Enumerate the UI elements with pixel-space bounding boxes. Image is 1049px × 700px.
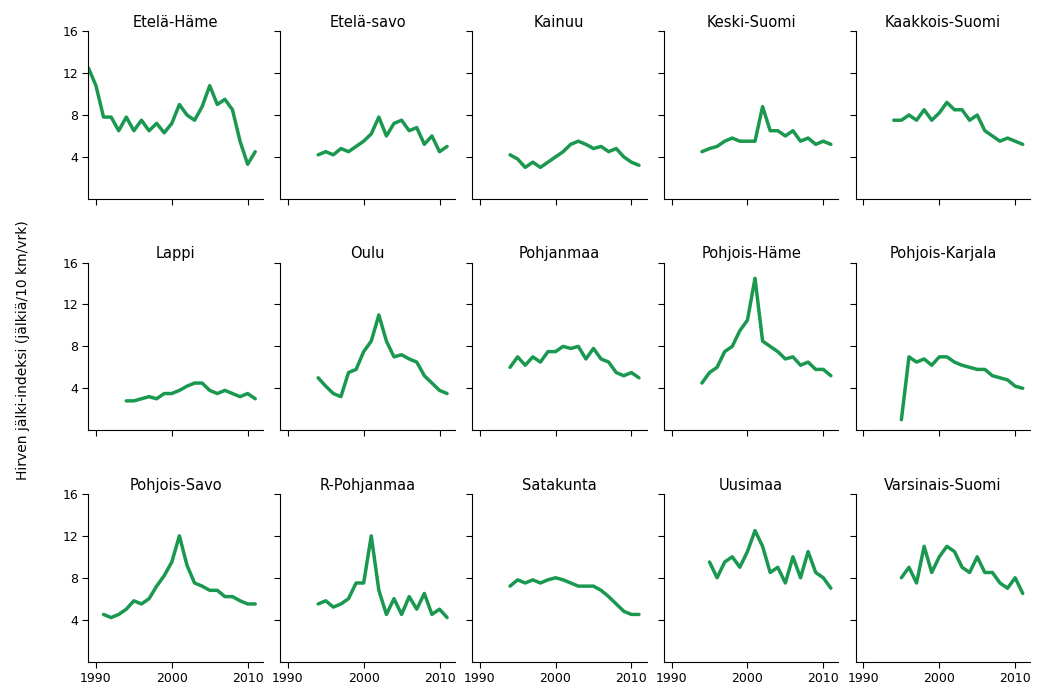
Title: Pohjois-Häme: Pohjois-Häme [702,246,801,261]
Title: Kaakkois-Suomi: Kaakkois-Suomi [885,15,1001,30]
Title: Uusimaa: Uusimaa [720,478,784,493]
Title: Keski-Suomi: Keski-Suomi [706,15,796,30]
Title: Varsinais-Suomi: Varsinais-Suomi [884,478,1002,493]
Title: Pohjois-Karjala: Pohjois-Karjala [890,246,997,261]
Title: Pohjois-Savo: Pohjois-Savo [129,478,222,493]
Title: Etelä-Häme: Etelä-Häme [133,15,218,30]
Title: Satakunta: Satakunta [522,478,597,493]
Text: Hirven jälki-indeksi (jälkiä/10 km/vrk): Hirven jälki-indeksi (jälkiä/10 km/vrk) [16,220,30,480]
Title: R-Pohjanmaa: R-Pohjanmaa [319,478,415,493]
Title: Etelä-savo: Etelä-savo [329,15,406,30]
Title: Oulu: Oulu [350,246,385,261]
Title: Lappi: Lappi [155,246,195,261]
Title: Pohjanmaa: Pohjanmaa [518,246,600,261]
Title: Kainuu: Kainuu [534,15,584,30]
